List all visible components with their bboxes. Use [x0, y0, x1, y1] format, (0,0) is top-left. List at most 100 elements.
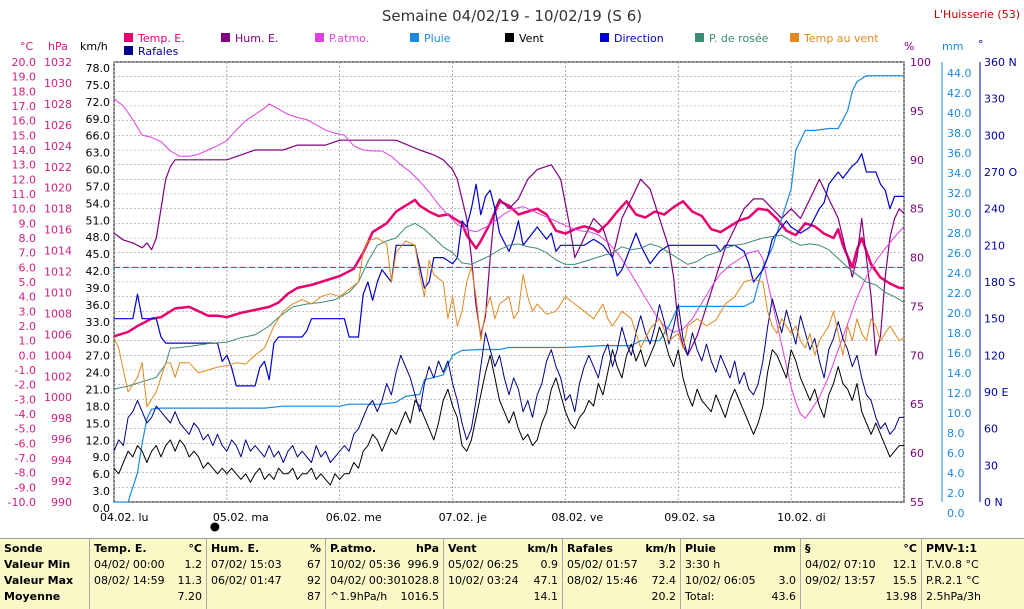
rain-tick-label: 34.0 — [947, 167, 972, 180]
stats-cell-time: 10/02/ 03:24 — [448, 574, 519, 587]
rain-tick-label: 44.0 — [947, 67, 972, 80]
pressure-tick-label: 992 — [51, 475, 72, 488]
stats-cell: 3:30 h — [685, 557, 796, 573]
wind-tick-label: 42.0 — [86, 265, 111, 278]
humidity-tick-label: 95 — [910, 105, 924, 118]
temp-tick-label: -8.0 — [15, 467, 36, 480]
stats-cell: 05/02/ 06:25 0.9 — [448, 557, 558, 573]
unit-humidity: % — [904, 40, 914, 53]
legend-item: Direction — [614, 32, 664, 45]
unit-pressure: hPa — [48, 40, 68, 53]
wind-tick-label: 72.0 — [86, 96, 111, 109]
series-line-temp-au-vent — [113, 237, 905, 408]
wind-tick-label: 75.0 — [86, 79, 111, 92]
humidity-tick-label: 85 — [910, 203, 924, 216]
legend-swatch — [221, 33, 230, 42]
unit-direction: ° — [978, 38, 984, 51]
series-line-hum-e- — [113, 139, 905, 356]
stats-cell-value: 92 — [307, 574, 321, 587]
moon-phase-icon — [210, 522, 220, 532]
wind-tick-label: 18.0 — [86, 400, 111, 413]
pressure-tick-label: 1016 — [44, 224, 72, 237]
stats-col-5: Pluie mm 3:30 h 10/02/ 06:05 3.0 Total: 43.6 — [681, 539, 801, 609]
x-tick-label: 05.02. ma — [213, 511, 269, 524]
unit-wind: km/h — [80, 40, 108, 53]
stats-cell: 04/02/ 00:30 1028.8 — [330, 573, 439, 589]
rain-tick-label: 30.0 — [947, 207, 972, 220]
stats-cell: 7.20 — [94, 589, 203, 605]
rain-tick-label: 20.0 — [947, 307, 972, 320]
stats-cell: 04/02/ 00:00 1.2 — [94, 557, 202, 573]
pressure-tick-label: 994 — [51, 454, 72, 467]
wind-tick-label: 15.0 — [86, 417, 111, 430]
stats-cell-time: 2.5hPa/3h — [926, 590, 982, 603]
stats-cell: 2.5hPa/3h — [926, 589, 1020, 605]
pressure-tick-label: 1008 — [44, 307, 72, 320]
series-line-direction — [114, 153, 904, 387]
wind-tick-label: 12.0 — [86, 434, 111, 447]
stats-cell-time: 09/02/ 13:57 — [805, 574, 876, 587]
rain-tick-label: 26.0 — [947, 247, 972, 260]
direction-tick-label: 300 — [984, 129, 1005, 142]
legend-item: Rafales — [138, 45, 179, 58]
temp-tick-label: 3.0 — [19, 305, 37, 318]
stats-cell-value: 3.2 — [658, 558, 677, 571]
pressure-tick-label: 1030 — [44, 77, 72, 90]
temp-tick-label: -6.0 — [15, 437, 36, 450]
temp-tick-label: 10.0 — [12, 203, 37, 216]
stats-col-label: Rafales — [567, 542, 613, 555]
stats-cell: P.R.2.1 °C — [926, 573, 1020, 589]
legend-item: Temp au vent — [803, 32, 879, 45]
legend-swatch — [600, 33, 609, 42]
direction-tick-label: 150 — [984, 313, 1005, 326]
wind-tick-label: 6.0 — [93, 468, 111, 481]
temp-tick-label: 11.0 — [12, 188, 37, 201]
stats-col-0: Temp. E. °C 04/02/ 00:00 1.2 08/02/ 14:59 11.… — [90, 539, 207, 609]
pressure-tick-label: 1024 — [44, 140, 72, 153]
series-line-p-de-ros-e — [113, 222, 905, 390]
stats-cell: ^1.9hPa/h 1016.5 — [330, 589, 439, 605]
wind-tick-label: 27.0 — [86, 350, 111, 363]
humidity-tick-label: 65 — [910, 398, 924, 411]
unit-rain: mm — [942, 40, 963, 53]
temp-tick-label: 6.0 — [19, 261, 37, 274]
temp-tick-label: -7.0 — [15, 452, 36, 465]
stats-cell: Total: 43.6 — [685, 589, 796, 605]
rain-tick-label: 24.0 — [947, 267, 972, 280]
x-tick-label: 09.02. sa — [664, 511, 715, 524]
stats-cell: 08/02/ 14:59 11.3 — [94, 573, 202, 589]
legend-item: Hum. E. — [235, 32, 278, 45]
stats-cell-value: 87 — [307, 590, 321, 603]
stats-cell-time: T.V.0.8 °C — [926, 558, 979, 571]
stats-cell-value: 14.1 — [533, 590, 559, 603]
stats-cell-time: 10/02/ 05:36 — [330, 558, 401, 571]
pressure-tick-label: 990 — [51, 496, 72, 509]
pressure-tick-label: 1010 — [44, 286, 72, 299]
weather-chart: 20.0 19.0 18.0 17.0 16.0 15.0 14.0 13.0 12.0 11.0… — [8, 7, 1020, 532]
stats-cell-value: 20.2 — [651, 590, 677, 603]
stats-col-header: Vent km/h — [448, 541, 558, 557]
pressure-tick-label: 1026 — [44, 119, 72, 132]
rain-tick-label: 10.0 — [947, 407, 972, 420]
rain-tick-label: 4.0 — [947, 467, 965, 480]
direction-tick-label: 60 — [984, 423, 998, 436]
stats-col-6: § °C 04/02/ 07:10 12.1 09/02/ 13:57 15.5 13.98 — [801, 539, 922, 609]
stats-cell: 13.98 — [805, 589, 918, 605]
pressure-tick-label: 1002 — [44, 370, 72, 383]
stats-cell-value: 11.3 — [177, 574, 203, 587]
wind-tick-label: 51.0 — [86, 214, 111, 227]
humidity-tick-label: 100 — [910, 56, 931, 69]
chart-title: Semaine 04/02/19 - 10/02/19 (S 6) — [382, 7, 642, 25]
pressure-tick-label: 1004 — [44, 349, 72, 362]
rain-tick-label: 16.0 — [947, 347, 972, 360]
temp-tick-label: -4.0 — [15, 408, 36, 421]
stats-cell-value: 7.20 — [177, 590, 203, 603]
stats-cell-value: 12.1 — [892, 558, 918, 571]
stats-cell-time: Total: — [685, 590, 715, 603]
direction-tick-label: 210 — [984, 239, 1005, 252]
stats-cell-time: 05/02/ 06:25 — [448, 558, 519, 571]
stats-col-2: P.atmo. hPa 10/02/ 05:36 996.9 04/02/ 00:30 1… — [326, 539, 444, 609]
temp-tick-label: 2.0 — [19, 320, 37, 333]
pressure-tick-label: 1028 — [44, 98, 72, 111]
stats-cell: T.V.0.8 °C — [926, 557, 1020, 573]
